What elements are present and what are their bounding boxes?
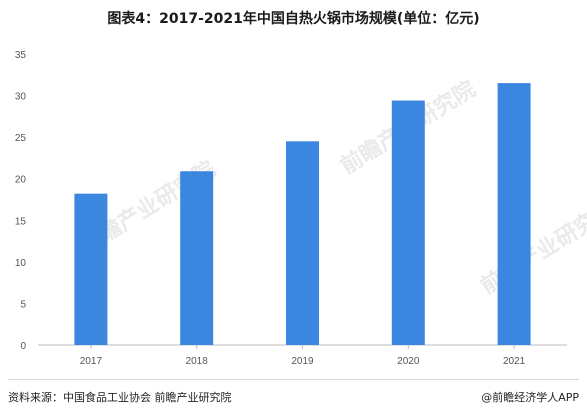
y-tick-label: 35 <box>15 50 27 61</box>
x-tick-label: 2021 <box>503 356 526 367</box>
source-note: 资料来源：中国食品工业协会 前瞻产业研究院 <box>8 391 232 404</box>
bar-chart: 0 5 10 15 20 25 30 35 2017 2018 2019 2020 2021 <box>15 50 567 367</box>
bar <box>497 83 531 345</box>
bar <box>180 171 214 345</box>
y-tick-label: 25 <box>15 133 27 144</box>
x-tick-label: 2020 <box>397 356 420 367</box>
x-tick-label: 2018 <box>186 356 209 367</box>
y-tick-label: 15 <box>15 216 27 227</box>
y-tick-label: 20 <box>15 175 27 186</box>
footer-divider <box>8 379 579 380</box>
bar <box>74 193 108 345</box>
y-tick-label: 5 <box>20 299 26 310</box>
y-tick-label: 30 <box>15 92 27 103</box>
chart-title: 图表4：2017-2021年中国自热火锅市场规模(单位：亿元) <box>107 11 480 27</box>
x-tick-label: 2017 <box>80 356 103 367</box>
bar <box>391 100 425 345</box>
bar <box>286 141 319 345</box>
y-tick-label: 10 <box>15 258 27 269</box>
publisher-credit: @前瞻经济学人APP <box>481 391 579 404</box>
y-tick-label: 0 <box>20 341 26 352</box>
x-tick-label: 2019 <box>291 356 314 367</box>
